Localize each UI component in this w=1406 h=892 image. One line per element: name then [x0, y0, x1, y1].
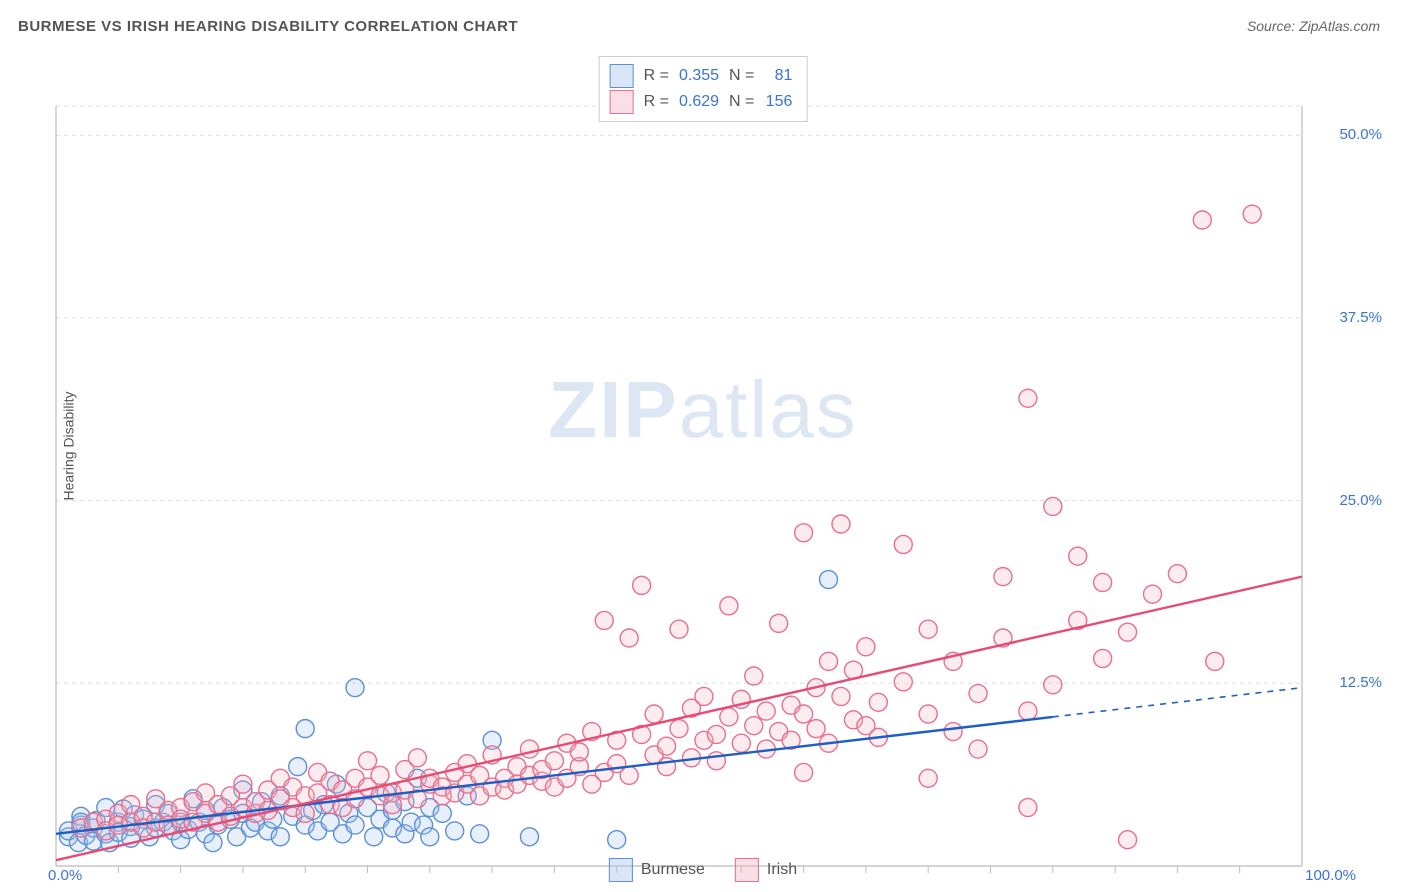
legend-stats-row: R = 0.629 N = 156 — [610, 89, 793, 115]
legend-swatch-burmese — [609, 858, 633, 882]
y-tick-label: 37.5% — [1339, 309, 1382, 326]
legend-swatch-burmese — [610, 64, 634, 88]
legend-item-irish: Irish — [735, 858, 797, 882]
chart-title: BURMESE VS IRISH HEARING DISABILITY CORR… — [18, 18, 518, 35]
source-label: Source: ZipAtlas.com — [1247, 18, 1380, 34]
legend-stats-row: R = 0.355 N = 81 — [610, 63, 793, 89]
x-axis-start-label: 0.0% — [48, 867, 82, 884]
y-tick-label: 50.0% — [1339, 126, 1382, 143]
legend-stats: R = 0.355 N = 81 R = 0.629 N = 156 — [599, 56, 808, 122]
legend-swatch-irish — [735, 858, 759, 882]
y-tick-label: 25.0% — [1339, 492, 1382, 509]
scatter-plot — [0, 50, 1406, 892]
x-axis-end-label: 100.0% — [1305, 867, 1356, 884]
legend-item-burmese: Burmese — [609, 858, 705, 882]
y-tick-label: 12.5% — [1339, 674, 1382, 691]
legend-swatch-irish — [610, 90, 634, 114]
legend-categories: Burmese Irish — [609, 858, 797, 882]
